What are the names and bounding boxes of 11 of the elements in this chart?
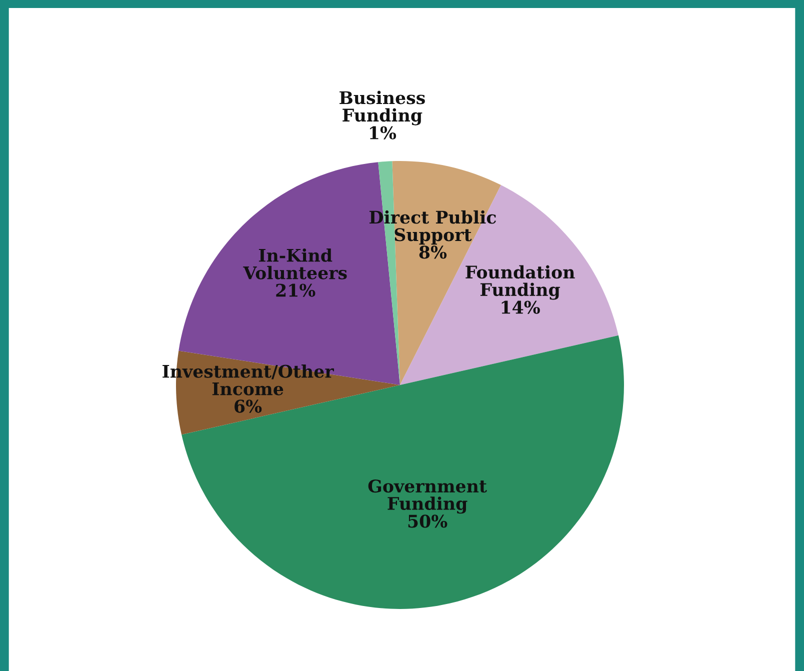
data-label: 14% xyxy=(502,300,540,314)
slice-label: Business Funding xyxy=(340,90,425,126)
slice-label: Foundation Funding xyxy=(466,265,575,300)
slice-label: Government Funding xyxy=(368,479,487,514)
slice-label: In-Kind Volunteers xyxy=(243,248,347,280)
data-label: 1% xyxy=(370,126,396,140)
data-label: 8% xyxy=(419,246,447,259)
slice-label: Direct Public Support xyxy=(369,210,496,245)
data-label: 21% xyxy=(276,284,316,297)
data-label: 50% xyxy=(408,514,448,528)
data-label: 6% xyxy=(234,400,262,413)
